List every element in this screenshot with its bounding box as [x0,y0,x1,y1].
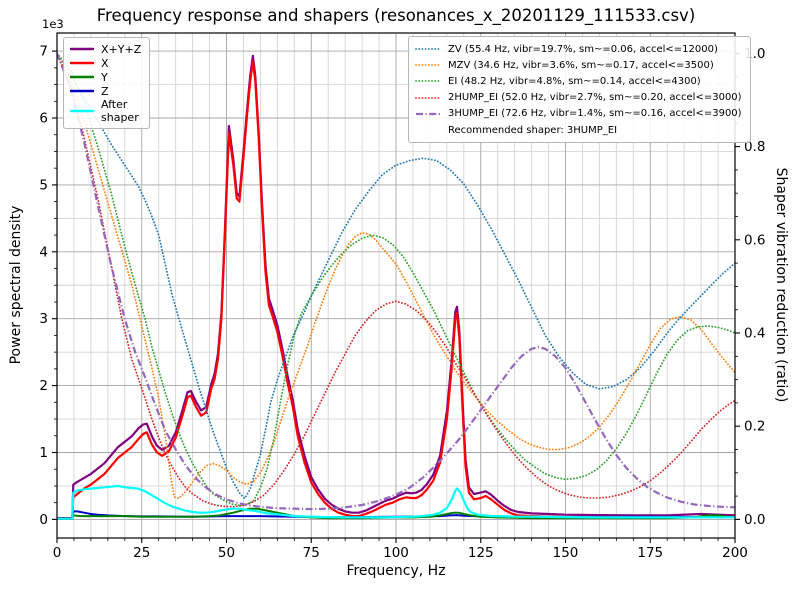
y-right-tick-label: 0.0 [744,512,765,528]
y-left-tick-label: 5 [39,177,48,193]
series-3HUMP_EI [57,53,735,511]
legend-item-x+y+z: X+Y+Z [70,42,141,56]
series-MZV [57,52,735,500]
y-right-tick-label: 0.4 [744,326,765,342]
x-axis-label: Frequency, Hz [346,563,446,579]
y-left-tick-label: 4 [39,244,48,260]
y-axis-label-left: Power spectral density [8,205,24,365]
x-tick-label: 25 [133,545,150,561]
legend-item-x: X [70,56,141,70]
legend-psd: X+Y+Z X Y Z After shaper [63,37,151,129]
y-axis-offset-label: 1e3 [42,17,64,31]
legend-item-y: Y [70,70,141,84]
legend-label: After shaper [101,98,139,124]
legend-line-swatch [415,44,441,54]
y-right-tick-label: 0.2 [744,419,765,435]
series-ZV [57,52,735,500]
legend-line-swatch [415,93,441,103]
legend-label: ZV (55.4 Hz, vibr=19.7%, sm~=0.06, accel… [448,43,718,55]
legend-line-swatch [70,58,94,68]
legend-shapers: ZV (55.4 Hz, vibr=19.7%, sm~=0.06, accel… [408,36,751,144]
legend-label: X+Y+Z [101,42,142,56]
legend-item-zv: ZV (55.4 Hz, vibr=19.7%, sm~=0.06, accel… [415,41,742,57]
series-EI [57,52,735,507]
x-tick-label: 175 [637,545,663,561]
y-left-tick-label: 7 [39,44,48,60]
y-left-tick-label: 1 [39,445,48,461]
series-X+Y+Z [57,54,735,520]
legend-item-3hump_ei: 3HUMP_EI (72.6 Hz, vibr=1.4%, sm~=0.16, … [415,106,742,122]
tick-labels: 0 25 50 75 100 125 150 175 200 0 1 2 3 4 5 6 7 0.0 0.2 0.4 0… [39,44,765,561]
y-right-tick-label: 0.6 [744,232,765,248]
legend-label: X [101,56,109,70]
legend-line-swatch [415,76,441,86]
y-left-tick-label: 6 [39,111,48,127]
legend-item-2hump_ei: 2HUMP_EI (52.0 Hz, vibr=2.7%, sm~=0.20, … [415,90,742,106]
x-tick-label: 50 [218,545,235,561]
legend-item-mzv: MZV (34.6 Hz, vibr=3.6%, sm~=0.17, accel… [415,57,742,73]
legend-line-swatch [70,106,94,116]
y-left-tick-label: 3 [39,311,48,327]
x-tick-label: 75 [303,545,320,561]
legend-label: Recommended shaper: 3HUMP_EI [448,124,618,136]
legend-label: Y [101,70,108,84]
chart-title: Frequency response and shapers (resonanc… [96,6,696,25]
y-right-tick-label: 0.8 [744,139,765,155]
legend-line-swatch [70,72,94,82]
series-2HUMP_EI [57,52,735,508]
grid-major [57,33,735,538]
x-tick-label: 200 [722,545,748,561]
y-left-tick-label: 2 [39,378,48,394]
legend-label: Z [101,84,109,98]
legend-label: MZV (34.6 Hz, vibr=3.6%, sm~=0.17, accel… [448,59,714,71]
axis-ticks [52,50,740,543]
series-After shaper [57,484,735,520]
x-tick-label: 150 [553,545,579,561]
series-X [57,60,735,520]
x-tick-label: 100 [383,545,409,561]
legend-line-swatch [415,109,441,119]
legend-line-swatch [70,44,94,54]
y-axis-label-right: Shaper vibration reduction (ratio) [773,167,789,403]
y-left-tick-label: 0 [39,512,48,528]
legend-label: 3HUMP_EI (72.6 Hz, vibr=1.4%, sm~=0.16, … [448,108,742,120]
legend-item-after: After shaper [70,98,141,124]
legend-line-swatch [415,60,441,70]
legend-item-z: Z [70,84,141,98]
legend-label: EI (48.2 Hz, vibr=4.8%, sm~=0.14, accel<… [448,75,701,87]
legend-label: 2HUMP_EI (52.0 Hz, vibr=2.7%, sm~=0.20, … [448,92,742,104]
legend-line-swatch [70,86,94,96]
x-tick-label: 0 [53,545,62,561]
curves [57,52,735,520]
x-tick-label: 125 [468,545,494,561]
legend-item-recommendation: Recommended shaper: 3HUMP_EI [415,122,742,138]
legend-item-ei: EI (48.2 Hz, vibr=4.8%, sm~=0.14, accel<… [415,73,742,89]
